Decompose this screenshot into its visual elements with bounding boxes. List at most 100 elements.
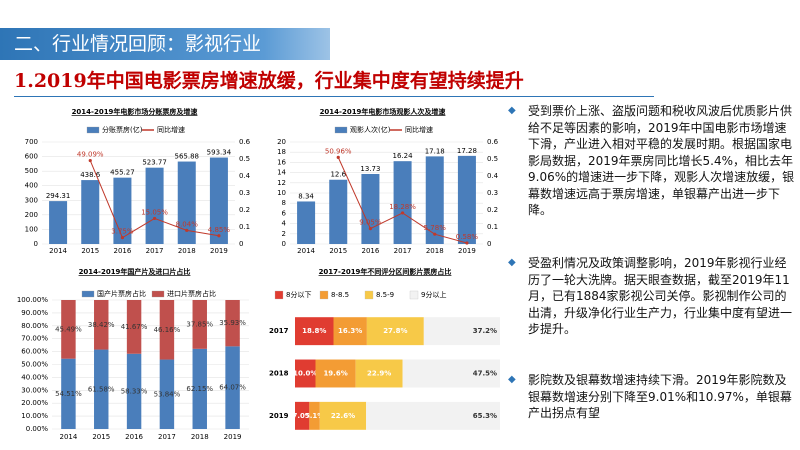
data-label: 15.05%: [141, 208, 168, 216]
data-label: 53.84%: [154, 390, 181, 398]
data-label: 7.0%: [292, 412, 311, 420]
y-tick-label: 600: [25, 153, 38, 161]
legend-label: 进口片票房占比: [167, 289, 216, 298]
bar-segment: [319, 401, 367, 430]
line-point: [185, 228, 189, 232]
data-label: 22.6%: [331, 412, 355, 420]
data-label: 64.07%: [219, 384, 246, 392]
y-tick-label: 8: [282, 199, 286, 207]
line-point: [336, 155, 340, 159]
section-header: 二、行业情况回顾：影视行业: [0, 28, 330, 60]
legend-swatch: [364, 290, 374, 300]
data-label: 50.96%: [325, 147, 352, 155]
data-label: 41.67%: [121, 323, 148, 331]
data-label: 5.1%: [305, 412, 324, 420]
x-tick-label: 2015: [92, 433, 110, 441]
data-label: 37.2%: [473, 327, 497, 335]
y-tick-label: 500: [25, 167, 38, 175]
x-tick-label: 2019: [224, 433, 242, 441]
data-label: 10.0%: [293, 370, 317, 378]
bar: [329, 179, 348, 244]
bar-segment: [355, 359, 403, 388]
data-label: 565.88: [175, 153, 200, 161]
y2-tick-label: 0.5: [239, 155, 250, 163]
bar-segment: [61, 300, 76, 359]
chart-title: 2017-2019年不同评分区间影片票房占比: [319, 267, 452, 276]
data-label: 294.31: [46, 192, 71, 200]
bar-segment: [192, 300, 207, 349]
data-label: 13.73: [360, 165, 380, 173]
bar: [177, 161, 196, 244]
legend-swatch: [151, 290, 165, 298]
y2-tick-label: 0.1: [487, 223, 498, 231]
data-label: 22.9%: [367, 370, 391, 378]
bar-segment: [61, 358, 76, 429]
data-label: 5.78%: [424, 224, 447, 232]
line-point: [152, 216, 157, 221]
data-label: 19.6%: [323, 370, 347, 378]
y-tick-label: 100.00%: [17, 296, 48, 304]
bar-segment: [159, 359, 175, 429]
y2-tick-label: 0.5: [487, 155, 498, 163]
bar: [457, 155, 476, 244]
bullet: 影院数及银幕数增速持续下滑。2019年影院数及银幕数增速分别下降至9.01%和1…: [508, 372, 795, 422]
bar: [145, 167, 164, 244]
bar: [297, 201, 316, 244]
y-tick-label: 20.00%: [21, 399, 48, 407]
y2-tick-label: 0.4: [487, 172, 499, 180]
bar-segment: [295, 359, 316, 388]
y-tick-label: 2019: [269, 412, 289, 420]
y2-tick-label: 0: [239, 240, 243, 248]
y2-tick-label: 0.6: [239, 138, 251, 146]
data-label: 45.49%: [55, 325, 82, 333]
y-tick-label: 2017: [269, 327, 289, 335]
bar-segment: [402, 359, 500, 388]
data-label: 18.28%: [389, 203, 416, 211]
bar-segment: [366, 317, 424, 346]
bar-segment: [366, 401, 500, 430]
data-label: 35.93%: [219, 319, 246, 327]
bar: [425, 156, 444, 244]
bar-segment: [94, 349, 109, 429]
y-tick-label: 2018: [269, 370, 289, 378]
bar-segment: [295, 401, 310, 430]
bar-segment: [315, 359, 356, 388]
data-label: 58.33%: [121, 387, 148, 395]
y-tick-label: 90.00%: [21, 309, 48, 317]
y2-tick-label: 0.1: [239, 223, 250, 231]
legend-swatch: [274, 290, 284, 300]
data-label: 523.77: [142, 159, 167, 167]
bar: [209, 157, 228, 244]
bar: [361, 173, 380, 244]
y-tick-label: 60.00%: [21, 348, 48, 356]
data-label: 27.8%: [383, 327, 407, 335]
chart-title: 2014-2019年电影市场观影人次及增速: [320, 107, 446, 116]
legend-label: 同比增速: [157, 125, 185, 134]
legend-label: 8分以下: [286, 290, 311, 299]
chart-title: 2014-2019年电影市场分账票房及增速: [72, 107, 198, 116]
slide-title: 1.2019年中国电影票房增速放缓，行业集中度有望持续提升: [14, 70, 524, 92]
data-label: 4.85%: [208, 226, 231, 234]
bar-segment: [423, 317, 500, 346]
title-rule: [14, 96, 654, 97]
line-point: [120, 236, 125, 240]
y-tick-label: 300: [25, 196, 38, 204]
data-label: 49.09%: [77, 151, 104, 159]
y2-tick-label: 0.3: [487, 189, 498, 197]
x-tick-label: 2017: [394, 247, 412, 255]
bar-segment: [225, 300, 240, 347]
bar-segment: [225, 346, 240, 429]
bullet: 受盈利情况及政策调整影响，2019年影视行业经历了一轮大洗牌。据天眼查数据，截至…: [508, 255, 795, 338]
bar-segment: [126, 353, 142, 429]
legend-swatch: [81, 290, 95, 298]
y-tick-label: 0: [34, 240, 38, 248]
data-label: 18.8%: [302, 327, 326, 335]
x-tick-label: 2018: [191, 433, 209, 441]
y-tick-label: 14: [277, 169, 286, 177]
data-label: 8.34: [298, 192, 314, 200]
legend-swatch: [319, 290, 329, 300]
legend-label: 分账票房(亿): [102, 125, 143, 134]
x-tick-label: 2014: [297, 247, 315, 255]
